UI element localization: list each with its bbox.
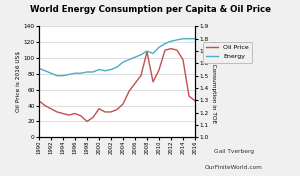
Oil Price [43,105,47,107]
Oil Price [61,112,65,115]
Energy [163,43,167,45]
Energy [79,72,83,74]
Oil Price [139,74,143,77]
Oil Price [163,49,167,51]
Energy [121,61,125,63]
Oil Price [103,111,107,113]
Oil Price [133,82,137,84]
Line: Energy: Energy [39,39,195,76]
Oil Price [109,111,113,113]
Oil Price [97,108,101,110]
Energy [67,73,71,76]
Oil Price [67,114,71,116]
Energy [127,59,131,61]
Y-axis label: Energy Consumption in TOE: Energy Consumption in TOE [211,41,216,123]
Energy [169,40,173,42]
Oil Price [49,108,53,110]
Energy [175,39,179,41]
Oil Price [181,59,185,61]
Oil Price [145,51,149,53]
Energy [151,52,155,55]
Energy [187,38,191,40]
Energy [157,46,161,48]
Oil Price [193,100,197,102]
Oil Price [55,111,59,113]
Y-axis label: Oil Price is 2016 US$: Oil Price is 2016 US$ [16,51,21,112]
Oil Price [157,69,161,71]
Energy [193,38,197,40]
Oil Price [127,90,131,92]
Energy [73,72,77,74]
Energy [139,54,143,56]
Energy [49,72,53,74]
Oil Price [79,115,83,117]
Energy [91,71,95,73]
Oil Price [169,48,173,50]
Energy [85,71,89,73]
Energy [115,66,119,68]
Oil Price [175,49,179,51]
Energy [133,56,137,58]
Oil Price [73,112,77,115]
Energy [37,67,41,69]
Energy [55,75,59,77]
Energy [97,68,101,71]
Line: Oil Price: Oil Price [39,49,195,121]
Energy [61,75,65,77]
Oil Price [91,117,95,119]
Oil Price [151,81,155,83]
Energy [43,70,47,72]
Legend: Oil Price, Energy: Oil Price, Energy [202,42,252,63]
Text: Gail Tverberg: Gail Tverberg [214,149,254,154]
Oil Price [115,108,119,111]
Energy [145,50,149,52]
Oil Price [187,95,191,97]
Energy [103,70,107,72]
Energy [109,68,113,71]
Oil Price [121,103,125,105]
Text: OurFiniteWorld.com: OurFiniteWorld.com [205,165,263,170]
Text: World Energy Consumption per Capita & Oil Price: World Energy Consumption per Capita & Oi… [29,5,271,14]
Oil Price [37,100,41,102]
Oil Price [85,120,89,122]
Energy [181,38,185,40]
